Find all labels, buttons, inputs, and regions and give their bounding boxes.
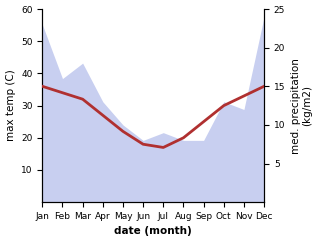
X-axis label: date (month): date (month) [114, 227, 192, 236]
Y-axis label: max temp (C): max temp (C) [5, 70, 16, 142]
Y-axis label: med. precipitation
(kg/m2): med. precipitation (kg/m2) [291, 58, 313, 153]
